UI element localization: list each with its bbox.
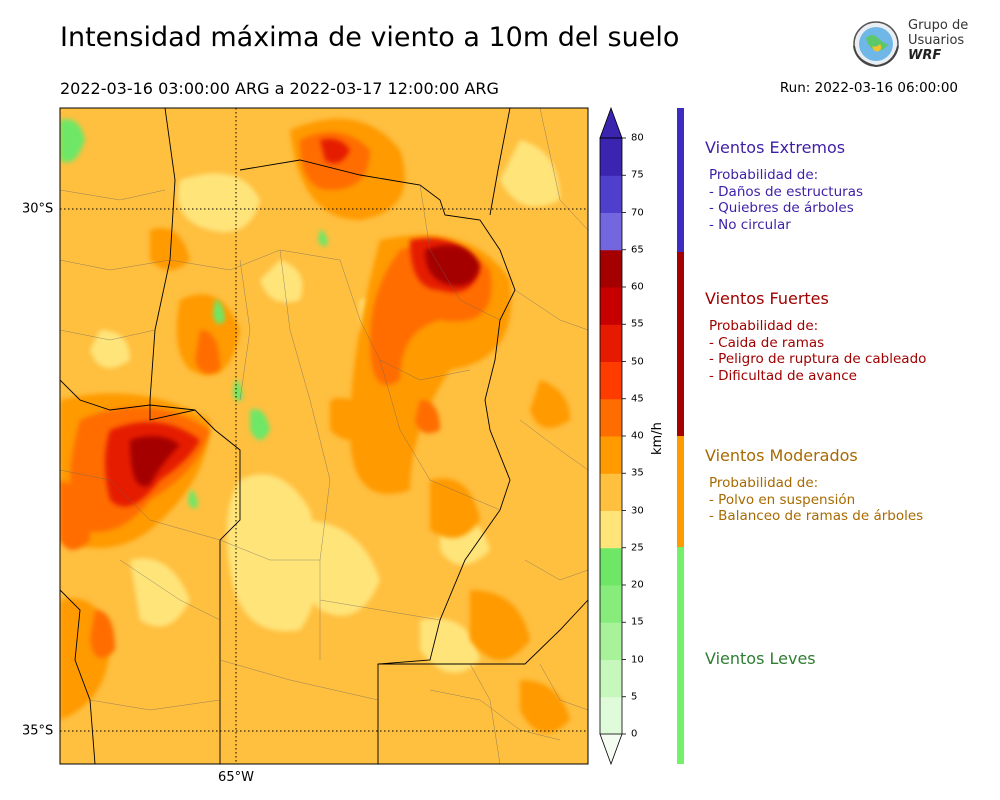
category-line: Probabilidad de: xyxy=(709,167,819,183)
map-title: Intensidad máxima de viento a 10m del su… xyxy=(60,22,680,53)
colorbar-tick-label: 40 xyxy=(631,430,644,442)
wind-field xyxy=(60,108,588,764)
logo-line1: Grupo de xyxy=(908,18,969,33)
colorbar-tick-label: 0 xyxy=(631,728,638,740)
colorbar-segment xyxy=(600,324,622,362)
lat-label-35s: 35°S xyxy=(22,723,54,739)
logo-line2: Usuarios xyxy=(908,33,965,48)
colorbar-tick-label: 80 xyxy=(631,132,644,144)
category-line: Probabilidad de: xyxy=(709,318,819,334)
category-bar xyxy=(677,108,684,764)
wind-colorbar xyxy=(599,106,626,766)
category-title: Vientos Extremos xyxy=(705,138,846,157)
colorbar-segment xyxy=(600,287,622,325)
colorbar-extend-min xyxy=(599,733,623,766)
colorbar-segment xyxy=(600,361,622,400)
category-description: Probabilidad de: - Polvo en suspensión -… xyxy=(705,475,923,525)
category-fuertes: Vientos Fuertes Probabilidad de: - Caida… xyxy=(705,289,926,384)
colorbar-segment xyxy=(600,175,622,213)
category-extremos: Vientos Extremos Probabilidad de: - Daño… xyxy=(705,138,863,233)
colorbar-tick-label: 70 xyxy=(631,207,644,218)
colorbar-segment xyxy=(600,249,622,288)
colorbar-segment xyxy=(600,510,622,549)
colorbar-segment xyxy=(600,473,622,511)
colorbar-tick-label: 5 xyxy=(631,691,638,703)
colorbar-tick-label: 65 xyxy=(631,244,644,256)
colorbar-tick-label: 30 xyxy=(631,505,644,516)
colorbar-segment xyxy=(600,547,622,586)
forecast-period: 2022-03-16 03:00:00 ARG a 2022-03-17 12:… xyxy=(60,79,499,98)
category-description: Probabilidad de: - Daños de estructuras … xyxy=(705,167,863,233)
category-line: - No circular xyxy=(709,216,791,233)
category-title: Vientos Moderados xyxy=(705,446,858,465)
globe-icon xyxy=(853,21,899,68)
colorbar-segment xyxy=(600,659,622,698)
colorbar-unit: km/h xyxy=(650,422,665,455)
colorbar-segment xyxy=(600,436,622,474)
map-frame xyxy=(59,107,589,765)
colorbar-segment xyxy=(600,696,622,735)
colorbar-tick-label: 55 xyxy=(631,318,644,330)
category-line: - Daños de estructuras xyxy=(709,183,864,200)
category-line: - Quiebres de árboles xyxy=(709,200,854,216)
colorbar-segment xyxy=(600,622,622,660)
colorbar-tick-label: 10 xyxy=(631,654,644,665)
colorbar-tick-label: 50 xyxy=(631,356,644,367)
category-line: - Dificultad de avance xyxy=(709,367,857,384)
category-line: Probabilidad de: xyxy=(709,475,819,491)
category-bar-segment xyxy=(677,252,684,436)
category-title: Vientos Fuertes xyxy=(705,289,829,308)
category-line: - Polvo en suspensión xyxy=(709,491,856,508)
category-bar-segment xyxy=(677,547,684,764)
colorbar-segment xyxy=(600,398,622,437)
category-leves: Vientos Leves xyxy=(705,649,816,668)
colorbar-tick-label: 25 xyxy=(631,542,644,554)
lat-label-30s: 30°S xyxy=(22,201,54,217)
category-line: - Caida de ramas xyxy=(709,334,825,351)
category-moderados: Vientos Moderados Probabilidad de: - Pol… xyxy=(705,446,923,525)
lon-label-65w: 65°W xyxy=(218,770,254,785)
wrf-users-logo: Grupo de Usuarios WRF xyxy=(848,16,973,74)
run-timestamp: Run: 2022-03-16 06:00:00 xyxy=(779,80,958,96)
category-bar-segment xyxy=(677,436,684,547)
category-bar-segment xyxy=(677,108,684,252)
colorbar-tick-label: 15 xyxy=(631,616,644,628)
logo-line3: WRF xyxy=(908,48,942,63)
category-line: - Balanceo de ramas de árboles xyxy=(709,508,924,524)
colorbar-segment xyxy=(600,138,622,176)
colorbar-tick-label: 75 xyxy=(631,169,644,181)
colorbar-segment xyxy=(600,212,622,251)
colorbar-extend-max xyxy=(599,106,623,139)
category-description: Probabilidad de: - Caida de ramas - Peli… xyxy=(705,318,926,384)
colorbar-segment xyxy=(600,585,622,623)
category-title: Vientos Leves xyxy=(705,649,816,668)
category-line: - Peligro de ruptura de cableado xyxy=(709,351,927,367)
colorbar-tick-label: 60 xyxy=(631,281,644,293)
colorbar-tick-label: 20 xyxy=(631,579,644,591)
colorbar-tick-label: 35 xyxy=(631,467,644,479)
colorbar-tick-label: 45 xyxy=(631,393,644,405)
